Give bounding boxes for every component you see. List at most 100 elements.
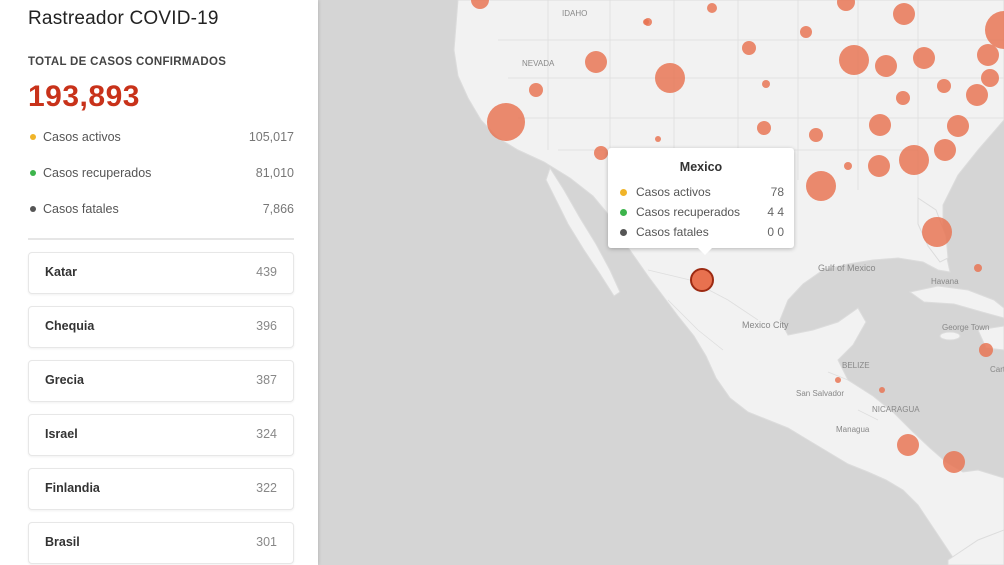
country-name: Katar (45, 265, 77, 279)
stat-active: Casos activos 105,017 (28, 128, 294, 148)
tooltip-row-value: 0 0 (767, 225, 784, 239)
case-bubble[interactable] (707, 3, 717, 13)
case-bubble[interactable] (585, 51, 607, 73)
stat-fatal: Casos fatales 7,866 (28, 200, 294, 220)
fatal-dot-icon (30, 206, 36, 212)
case-bubble[interactable] (487, 103, 525, 141)
stat-label: Casos fatales (43, 202, 119, 216)
case-bubble[interactable] (868, 155, 890, 177)
case-bubble[interactable] (922, 217, 952, 247)
case-bubble[interactable] (896, 91, 910, 105)
case-bubble[interactable] (897, 434, 919, 456)
country-card-chequia[interactable]: Chequia 396 (28, 306, 294, 348)
case-bubble[interactable] (869, 114, 891, 136)
total-cases-label: TOTAL DE CASOS CONFIRMADOS (28, 56, 227, 68)
case-bubble[interactable] (913, 47, 935, 69)
mexico-case-bubble-selected[interactable] (690, 268, 714, 292)
case-bubble[interactable] (899, 145, 929, 175)
country-name: Finlandia (45, 481, 100, 495)
case-bubble[interactable] (757, 121, 771, 135)
country-count: 301 (256, 535, 277, 549)
world-map[interactable]: IDAHO NEVADA Gulf of Mexico Mexico City … (318, 0, 1004, 565)
case-bubble[interactable] (879, 387, 885, 393)
case-bubble[interactable] (529, 83, 543, 97)
country-name: Brasil (45, 535, 80, 549)
total-cases-value: 193,893 (28, 80, 140, 113)
case-bubble[interactable] (594, 146, 608, 160)
case-bubble[interactable] (837, 0, 855, 11)
country-card-grecia[interactable]: Grecia 387 (28, 360, 294, 402)
map-canvas[interactable]: IDAHO NEVADA Gulf of Mexico Mexico City … (318, 0, 1004, 565)
baja-california (545, 166, 621, 297)
case-bubble[interactable] (893, 3, 915, 25)
country-name: Grecia (45, 373, 84, 387)
map-label-mexico-city: Mexico City (742, 320, 789, 330)
map-label-belize: BELIZE (842, 361, 870, 370)
case-bubble[interactable] (943, 451, 965, 473)
case-bubble[interactable] (655, 136, 661, 142)
country-card-finlandia[interactable]: Finlandia 322 (28, 468, 294, 510)
stat-label: Casos activos (43, 130, 121, 144)
map-label-cart: Cart (990, 365, 1004, 374)
case-bubble[interactable] (742, 41, 756, 55)
country-count: 387 (256, 373, 277, 387)
case-bubble[interactable] (934, 139, 956, 161)
stats-divider (28, 238, 294, 240)
case-bubbles[interactable] (471, 0, 1004, 473)
stat-recovered: Casos recuperados 81,010 (28, 164, 294, 184)
tooltip-row-label: Casos recuperados (636, 205, 741, 219)
case-bubble[interactable] (966, 84, 988, 106)
tooltip-row-active: Casos activos 78 (620, 184, 784, 202)
case-bubble[interactable] (643, 19, 649, 25)
case-bubble[interactable] (762, 80, 770, 88)
case-bubble[interactable] (977, 44, 999, 66)
case-bubble[interactable] (979, 343, 993, 357)
active-dot-icon (620, 189, 627, 196)
app-title: Rastreador COVID-19 (28, 8, 219, 29)
country-card-katar[interactable]: Katar 439 (28, 252, 294, 294)
active-dot-icon (30, 134, 36, 140)
cuba (908, 285, 1004, 319)
country-count: 396 (256, 319, 277, 333)
map-label-managua: Managua (836, 425, 870, 434)
country-count: 322 (256, 481, 277, 495)
case-bubble[interactable] (937, 79, 951, 93)
sidebar: Rastreador COVID-19 TOTAL DE CASOS CONFI… (0, 0, 318, 565)
country-name: Israel (45, 427, 78, 441)
case-bubble[interactable] (974, 264, 982, 272)
case-bubble[interactable] (800, 26, 812, 38)
case-bubble[interactable] (809, 128, 823, 142)
tooltip-row-value: 78 (770, 185, 784, 199)
south-america-landmass (947, 529, 1004, 565)
country-card-israel[interactable]: Israel 324 (28, 414, 294, 456)
map-label-idaho: IDAHO (562, 9, 587, 18)
case-bubble[interactable] (875, 55, 897, 77)
stat-value: 81,010 (255, 166, 294, 180)
tooltip-arrow (697, 247, 713, 255)
case-bubble[interactable] (471, 0, 489, 9)
recovered-dot-icon (620, 209, 627, 216)
case-bubble[interactable] (806, 171, 836, 201)
jamaica (939, 331, 961, 341)
stat-value: 105,017 (248, 130, 294, 144)
case-bubble[interactable] (985, 11, 1004, 49)
tooltip-row-label: Casos activos (636, 185, 711, 199)
case-bubble[interactable] (839, 45, 869, 75)
tooltip-row-value: 4 4 (767, 205, 784, 219)
case-bubble[interactable] (655, 63, 685, 93)
map-label-gulf: Gulf of Mexico (818, 263, 876, 273)
country-count: 324 (256, 427, 277, 441)
fatal-dot-icon (620, 229, 627, 236)
case-bubble[interactable] (835, 377, 841, 383)
map-label-george-town: George Town (942, 323, 989, 332)
case-bubble[interactable] (947, 115, 969, 137)
tooltip-row-fatal: Casos fatales 0 0 (620, 224, 784, 242)
tooltip-row-recovered: Casos recuperados 4 4 (620, 204, 784, 222)
country-card-brasil[interactable]: Brasil 301 (28, 522, 294, 564)
case-bubble[interactable] (844, 162, 852, 170)
recovered-dot-icon (30, 170, 36, 176)
map-label-havana: Havana (931, 277, 959, 286)
country-count: 439 (256, 265, 277, 279)
case-bubble[interactable] (981, 69, 999, 87)
map-label-nicaragua: NICARAGUA (872, 405, 920, 414)
